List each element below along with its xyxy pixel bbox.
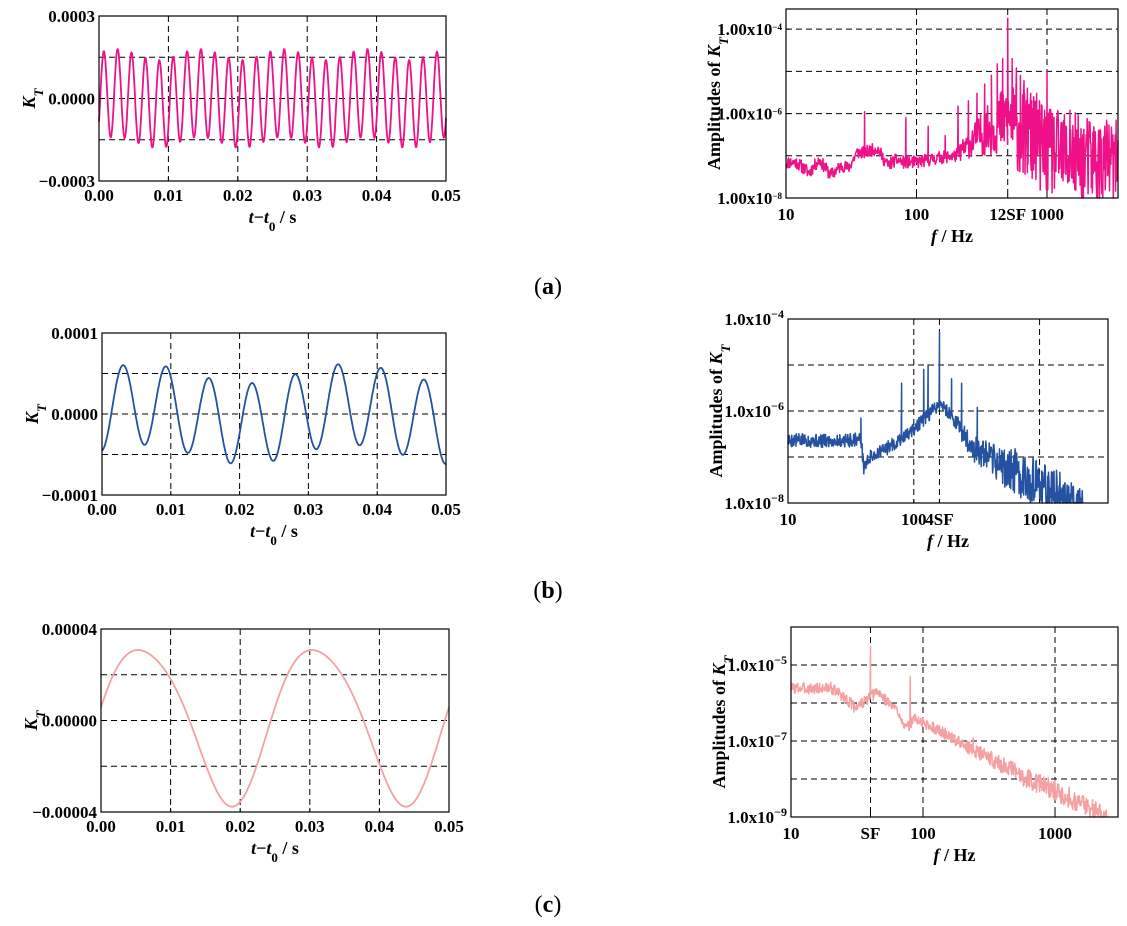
tick-label-x: 10 [783,824,800,843]
x-axis-label: t−t0 / s [251,838,299,865]
chart-c-freq: 10 SF 100 1000 1.0x10−9 1.0x10−7 1.0x10−5 f / H… [709,626,1119,865]
tick-label-x: 0.00 [86,817,116,836]
tick-label-x: 0.05 [431,500,461,519]
series-line [98,48,447,149]
tick-label-x: 0.02 [225,817,255,836]
tick-label-y: 0.00004 [42,620,98,639]
tick-label-x: 0.04 [362,186,392,205]
tick-label-x: 0.04 [365,817,395,836]
tick-label-x: 4SF [925,510,953,529]
y-axis-label: KT [21,709,48,731]
tick-label-x: 1000 [1023,510,1057,529]
tick-label-x: 0.01 [154,186,184,205]
chart-a-freq: 10 100 12SF 1000 1.00x10−8 1.00x10−6 1.00x10−4… [704,8,1119,246]
panel-label-b: (b) [533,578,562,604]
y-axis-label: Amplitudes of KT [709,654,736,788]
y-axis-label: Amplitudes of KT [704,36,731,170]
tick-label-x: 0.01 [156,500,186,519]
tick-label-x: 0.03 [294,500,324,519]
tick-label-x: 0.00 [84,186,114,205]
tick-label-y: 1.00x10−6 [717,105,782,124]
plot-frame [785,8,1119,199]
tick-label-x: 0.01 [156,817,186,836]
tick-label-y: 0.0003 [48,7,95,26]
tick-label-y: 1.0x10−4 [724,307,784,329]
tick-label-x: 0.04 [362,500,392,519]
tick-label-x: 100 [901,510,927,529]
tick-label-x: 0.00 [87,500,117,519]
panel-label-c: (c) [535,892,562,918]
tick-label-x: 0.02 [223,186,253,205]
y-axis-label: KT [19,87,46,109]
tick-label-y: −0.0001 [42,486,98,505]
tick-label-x: 100 [910,824,936,843]
tick-label-x: 100 [904,205,930,224]
y-axis-label: Amplitudes of KT [706,343,733,477]
tick-label-x: 0.03 [292,186,322,205]
series-line [100,649,450,808]
tick-label-x: SF [861,824,881,843]
y-axis-label: KT [22,403,49,425]
tick-label-y: −0.00004 [32,803,97,822]
tick-label-x: 0.02 [225,500,255,519]
chart-b-time: 0.00 0.01 0.02 0.03 0.04 0.05 −0.0001 0.0000 0.0… [22,324,461,548]
x-axis-label: f / Hz [934,845,976,865]
tick-label-x: 0.03 [295,817,325,836]
tick-label-y: 1.0x10−9 [727,805,787,827]
tick-label-y: 1.0x10−7 [727,729,787,751]
plot-frame [790,626,1119,818]
tick-label-y: 1.0x10−6 [724,399,784,421]
tick-label-x: 10 [778,205,795,224]
series-line [790,646,1108,818]
tick-label-y: 0.0000 [51,405,98,424]
series-line [785,17,1119,199]
tick-label-y: 1.0x10−8 [724,491,784,513]
tick-label-x: 0.05 [431,186,461,205]
tick-label-y: 0.0000 [48,90,95,109]
tick-label-y: 0.0001 [51,324,98,343]
x-axis-label: t−t0 / s [250,521,298,548]
x-axis-label: t−t0 / s [249,207,297,234]
x-axis-label: f / Hz [931,226,973,246]
tick-label-x: 1000 [1030,205,1064,224]
tick-label-y: −0.0003 [39,172,95,191]
tick-label-y: 1.00x10−8 [717,189,782,208]
tick-label-y: 0.00000 [42,712,97,731]
chart-a-time: 0.00 0.01 0.02 0.03 0.04 0.05 −0.0003 0.0000 0.0… [19,7,461,234]
tick-label-y: 1.0x10−5 [727,653,787,675]
tick-label-x: 1000 [1038,824,1072,843]
x-axis-label: f / Hz [927,531,969,551]
tick-label-x: 0.05 [434,817,464,836]
tick-label-x: 10 [780,510,797,529]
chart-c-time: 0.00 0.01 0.02 0.03 0.04 0.05 −0.00004 0.00000 0… [21,620,464,865]
series-line [787,332,1084,504]
tick-label-x: 12SF [989,205,1026,224]
series-line [101,363,447,465]
tick-label-y: 1.00x10−4 [717,20,782,39]
panel-label-a: (a) [534,274,562,300]
